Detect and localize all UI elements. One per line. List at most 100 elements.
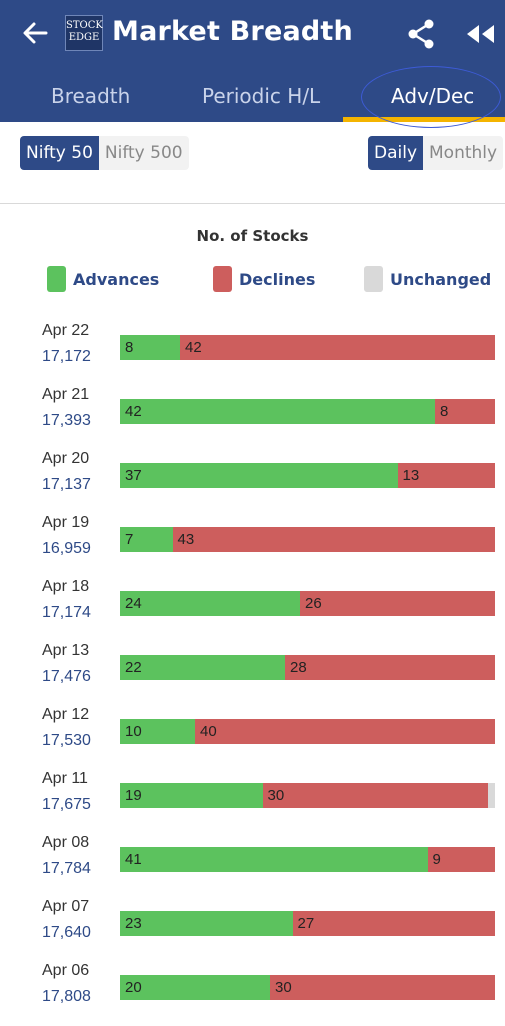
bar-value-label: 19 [125,787,142,804]
chart-row[interactable]: Apr 21 17,393 42 8 [0,386,505,450]
legend-declines: Declines [213,266,315,292]
daily-button[interactable]: Daily [368,136,424,170]
bar-value-label: 37 [125,467,142,484]
bar-value-label: 43 [177,531,195,548]
share-icon[interactable] [407,19,435,49]
row-close-value: 17,530 [42,732,91,749]
legend-declines-swatch [213,266,232,292]
legend-unchanged: Unchanged [364,266,491,292]
row-date: Apr 12 [42,706,90,723]
stockedge-logo: STOCK EDGE [65,15,103,51]
logo-text-top: STOCK [66,20,103,31]
row-date: Apr 20 [42,450,90,467]
row-close-value: 17,675 [42,796,91,813]
stacked-bar: 24 26 [120,591,495,616]
nifty-50-button[interactable]: Nifty 50 [20,136,99,170]
bar-segment-declines: 40 [195,719,495,744]
bar-value-label: 13 [402,467,420,484]
bar-value-label: 8 [440,403,449,420]
legend-advances-swatch [47,266,66,292]
back-arrow-icon[interactable] [20,18,50,48]
bar-value-label: 26 [305,595,322,612]
rewind-icon[interactable] [464,23,496,45]
bar-value-label: 20 [125,979,142,996]
chart-row[interactable]: Apr 22 17,172 8 42 [0,322,505,386]
period-toggle: Daily Monthly [368,136,504,170]
tab-periodic-hl[interactable]: Periodic H/L [202,84,321,108]
stacked-bar: 23 27 [120,911,495,936]
chart-title: No. of Stocks [196,227,309,245]
bar-segment-declines: 8 [435,399,495,424]
chart-row[interactable]: Apr 08 17,784 41 9 [0,834,505,898]
divider [0,203,505,204]
row-date: Apr 07 [42,898,90,915]
bar-value-label: 30 [275,979,292,996]
chart-row[interactable]: Apr 18 17,174 24 26 [0,578,505,642]
row-date: Apr 18 [42,578,90,595]
chart-row[interactable]: Apr 13 17,476 22 28 [0,642,505,706]
row-date: Apr 06 [42,962,90,979]
stacked-bar: 7 43 [120,527,495,552]
chart-row[interactable]: Apr 12 17,530 10 40 [0,706,505,770]
stacked-bar: 37 13 [120,463,495,488]
bar-segment-advances: 24 [120,591,300,616]
legend-declines-label: Declines [239,269,316,289]
legend-advances: Advances [47,266,159,292]
bar-segment-advances: 10 [120,719,195,744]
row-close-value: 17,476 [42,668,91,685]
bar-value-label: 9 [432,851,441,868]
chart-row[interactable]: Apr 20 17,137 37 13 [0,450,505,514]
bar-segment-advances: 42 [120,399,435,424]
chart-row[interactable]: Apr 06 17,808 20 30 [0,962,505,1026]
highlight-oval-annotation [361,66,501,128]
chart-row[interactable]: Apr 07 17,640 23 27 [0,898,505,962]
chart-row[interactable]: Apr 11 17,675 19 30 [0,770,505,834]
index-toggle: Nifty 50 Nifty 500 [20,136,189,170]
legend-advances-label: Advances [73,269,160,289]
bar-segment-declines: 30 [262,783,488,808]
stacked-bar: 42 8 [120,399,495,424]
bar-segment-declines: 42 [180,335,495,360]
stacked-bar: 41 9 [120,847,495,872]
bar-segment-advances: 23 [120,911,293,936]
bar-value-label: 41 [125,851,142,868]
page-title: Market Breadth [112,16,353,47]
bar-segment-declines: 9 [427,847,495,872]
stacked-bar: 8 42 [120,335,495,360]
row-close-value: 17,174 [42,604,91,621]
bar-value-label: 42 [185,339,202,356]
row-date: Apr 21 [42,386,90,403]
row-close-value: 16,959 [42,540,91,557]
stacked-bar: 22 28 [120,655,495,680]
bar-segment-declines: 43 [172,527,495,552]
row-close-value: 17,137 [42,476,91,493]
row-date: Apr 19 [42,514,90,531]
bar-value-label: 22 [125,659,142,676]
bar-value-label: 42 [125,403,142,420]
row-close-value: 17,784 [42,860,91,877]
row-date: Apr 13 [42,642,90,659]
logo-text-bottom: EDGE [68,32,100,43]
bar-segment-advances: 41 [120,847,428,872]
bar-segment-declines: 30 [270,975,495,1000]
bar-value-label: 23 [125,915,142,932]
legend-unchanged-label: Unchanged [390,269,492,289]
nifty-500-button[interactable]: Nifty 500 [98,136,189,170]
bar-value-label: 24 [125,595,142,612]
row-date: Apr 08 [42,834,90,851]
bar-segment-declines: 26 [300,591,495,616]
bar-value-label: 28 [290,659,307,676]
tab-breadth[interactable]: Breadth [51,84,131,108]
bar-segment-declines: 27 [292,911,495,936]
bar-value-label: 27 [297,915,315,932]
bar-segment-advances: 37 [120,463,398,488]
row-close-value: 17,393 [42,412,91,429]
bar-value-label: 8 [125,339,134,356]
bar-segment-advances: 19 [120,783,263,808]
bar-segment-advances: 22 [120,655,285,680]
row-close-value: 17,172 [42,348,91,365]
monthly-button[interactable]: Monthly [423,136,504,170]
chart-row[interactable]: Apr 19 16,959 7 43 [0,514,505,578]
app-bar: STOCK EDGE Market Breadth Breadth Period… [0,0,505,128]
row-close-value: 17,808 [42,988,91,1005]
